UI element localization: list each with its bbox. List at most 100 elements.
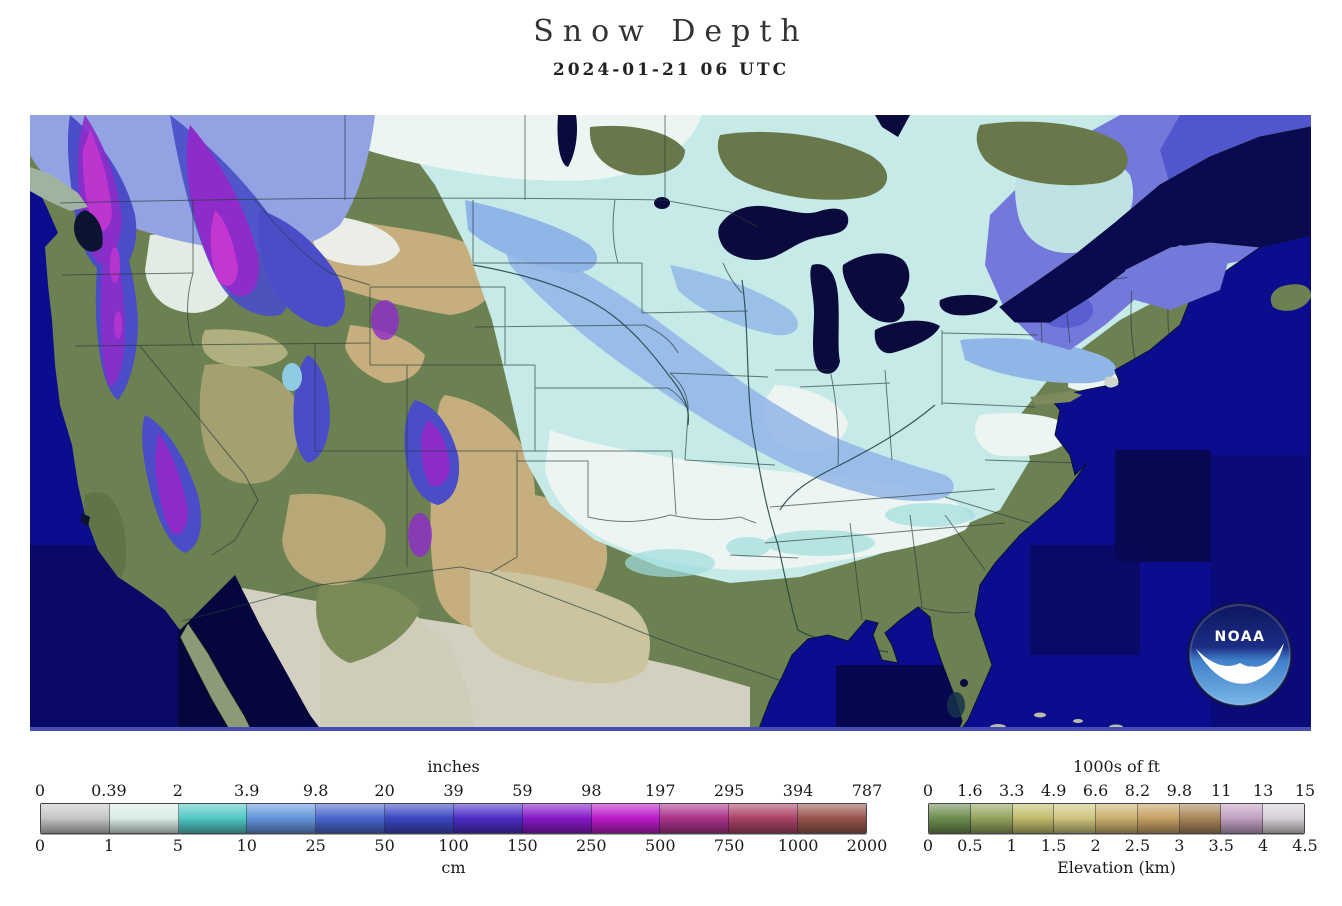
snow-light-blue bbox=[465, 200, 1117, 501]
legend-tick-label: 4 bbox=[1258, 836, 1269, 855]
legend-color-segment bbox=[41, 804, 110, 833]
snow-legend-ticks-cm: 0 1 5 10 25 50 100 150 250 500 750 1000 2000 bbox=[35, 834, 887, 858]
elev-legend-ticks-ft: 0 1.6 3.3 4.9 6.6 8.2 9.8 11 13 15 bbox=[923, 779, 1315, 803]
lake-erie bbox=[874, 320, 940, 354]
legend-tick-label: 2.5 bbox=[1124, 836, 1151, 855]
noaa-logo-text: NOAA bbox=[1215, 629, 1266, 645]
mountain-snow-magenta bbox=[82, 130, 238, 339]
lake-winnipeg bbox=[557, 115, 578, 167]
great-lakes bbox=[557, 115, 1039, 374]
legend-tick-label: 10 bbox=[236, 836, 257, 855]
legend-tick-label: 295 bbox=[713, 781, 745, 800]
legend-tick-label: 13 bbox=[1252, 781, 1274, 800]
legend-tick-label: 0.5 bbox=[957, 836, 983, 855]
legend-color-segment bbox=[1263, 804, 1304, 833]
legend-tick-label: 1.6 bbox=[957, 781, 983, 800]
legend-color-segment bbox=[247, 804, 317, 833]
map-svg: NOAA bbox=[30, 115, 1311, 731]
nova-scotia bbox=[1270, 284, 1311, 311]
lake-michigan bbox=[810, 264, 840, 374]
missouri-river bbox=[472, 264, 690, 426]
legend-color-segment bbox=[178, 804, 248, 833]
noaa-bird-icon bbox=[1196, 643, 1284, 684]
snow-edge-cyan bbox=[625, 503, 975, 577]
legend-tick-label: 25 bbox=[305, 836, 326, 855]
cape-cod bbox=[1104, 376, 1119, 388]
legend-tick-label: 1.5 bbox=[1040, 836, 1067, 855]
legend-color-segment bbox=[929, 804, 971, 833]
legend-tick-label: 1 bbox=[103, 836, 114, 855]
baja-california bbox=[179, 622, 253, 731]
legend-tick-label: 50 bbox=[374, 836, 395, 855]
legend-tick-label: 1 bbox=[1006, 836, 1017, 855]
legend-tick-label: 15 bbox=[1294, 781, 1316, 800]
snow-legend-unit-bottom: cm bbox=[441, 858, 466, 877]
legend-tick-label: 150 bbox=[507, 836, 538, 855]
legend-tick-label: 0.39 bbox=[91, 781, 127, 800]
legend-tick-label: 4.9 bbox=[1040, 781, 1067, 800]
elevation-color-bar bbox=[928, 803, 1305, 834]
legend-tick-label: 197 bbox=[644, 781, 676, 800]
snow-depth-legend: inches 0 0.39 2 3.9 9.8 20 39 59 98 197 295 394 787 … bbox=[35, 757, 887, 880]
legend-color-segment bbox=[1137, 804, 1180, 833]
legend-color-segment bbox=[970, 804, 1013, 833]
legend-tick-label: 3.9 bbox=[234, 781, 260, 800]
legend-tick-label: 3.3 bbox=[999, 781, 1025, 800]
legend-color-segment bbox=[1096, 804, 1138, 833]
lake-huron bbox=[842, 253, 910, 323]
legend-color-segment bbox=[453, 804, 523, 833]
legend-tick-label: 9.8 bbox=[302, 781, 329, 800]
legend-tick-label: 100 bbox=[438, 836, 469, 855]
lake-okeechobee bbox=[960, 679, 968, 687]
legend-color-segment bbox=[385, 804, 454, 833]
snow-color-bar bbox=[40, 803, 867, 834]
date-label: 2024-01-21 06 UTC bbox=[552, 60, 790, 80]
legend-color-segment bbox=[660, 804, 730, 833]
legend-tick-label: 2000 bbox=[846, 836, 888, 855]
legend-tick-label: 0 bbox=[34, 836, 46, 855]
legend-tick-label: 2 bbox=[1090, 836, 1101, 855]
legend-tick-label: 500 bbox=[644, 836, 676, 855]
legend-color-segment bbox=[1179, 804, 1222, 833]
legend-tick-label: 394 bbox=[782, 781, 814, 800]
legend-tick-label: 0 bbox=[922, 836, 934, 855]
vancouver-island bbox=[30, 167, 88, 211]
state-borders bbox=[59, 115, 1173, 684]
elev-legend-unit-top: 1000s of ft bbox=[1072, 757, 1160, 776]
texas-khaki bbox=[470, 570, 650, 684]
boreal-forest bbox=[589, 121, 1128, 200]
st-lawrence-gulf bbox=[999, 126, 1311, 323]
legend-color-segment bbox=[316, 804, 386, 833]
snow-legend-unit-top: inches bbox=[427, 757, 480, 776]
snow-depth-map: NOAA bbox=[30, 115, 1311, 731]
legend-tick-label: 750 bbox=[713, 836, 745, 855]
legend-tick-label: 98 bbox=[581, 781, 602, 800]
noaa-logo: NOAA bbox=[1187, 602, 1293, 708]
legend-tick-label: 9.8 bbox=[1166, 781, 1193, 800]
legend-tick-label: 5 bbox=[172, 836, 183, 855]
long-island bbox=[1030, 391, 1082, 405]
lake-ontario bbox=[939, 294, 998, 316]
great-salt-lake bbox=[282, 363, 302, 391]
elev-legend-label-bottom: Elevation (km) bbox=[1057, 858, 1176, 877]
legend-tick-label: 8.2 bbox=[1124, 781, 1151, 800]
legend-color-segment bbox=[1012, 804, 1055, 833]
everglades bbox=[947, 692, 965, 718]
page-title: Snow Depth bbox=[533, 14, 809, 49]
legend-color-segment bbox=[591, 804, 661, 833]
legend-color-segment bbox=[1221, 804, 1264, 833]
legend-tick-label: 20 bbox=[374, 781, 395, 800]
legend-color-segment bbox=[109, 804, 179, 833]
legend-tick-label: 11 bbox=[1211, 781, 1232, 800]
legend-color-segment bbox=[798, 804, 866, 833]
legend-tick-label: 4.5 bbox=[1292, 836, 1318, 855]
legend-tick-label: 39 bbox=[443, 781, 464, 800]
legend-tick-label: 3.5 bbox=[1208, 836, 1234, 855]
puget-sound bbox=[74, 210, 103, 527]
legend-tick-label: 787 bbox=[851, 781, 883, 800]
new-brunswick-land bbox=[1125, 245, 1230, 310]
legend-tick-label: 6.6 bbox=[1082, 781, 1109, 800]
legend-tick-label: 0 bbox=[922, 781, 934, 800]
james-bay bbox=[875, 115, 910, 137]
mexico-sierra bbox=[316, 582, 420, 663]
